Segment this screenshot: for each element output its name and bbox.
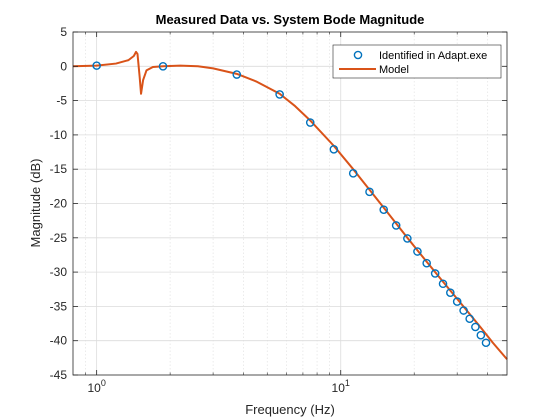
measured-point xyxy=(476,330,486,340)
y-tick-label: -40 xyxy=(50,334,68,348)
model-series xyxy=(72,50,508,360)
measured-point xyxy=(471,322,480,332)
x-tick-label: 100 xyxy=(87,378,105,395)
legend-label-measured: Identified in Adapt.exe xyxy=(379,50,487,62)
x-tick-base: 10 xyxy=(332,381,346,395)
measured-point xyxy=(465,314,474,324)
measured-point xyxy=(232,70,242,79)
legend-box xyxy=(332,44,502,79)
y-tick-label: -25 xyxy=(50,231,68,245)
measured-point xyxy=(391,221,401,230)
measured-point xyxy=(481,338,491,348)
x-tick-exponent: 0 xyxy=(101,378,106,388)
x-tick-exponent: 1 xyxy=(345,378,350,388)
y-tick-label: -20 xyxy=(50,197,68,211)
y-tick-label: 0 xyxy=(60,59,67,73)
measured-point xyxy=(275,90,284,99)
measured-point xyxy=(348,169,358,178)
legend: Identified in Adapt.exe Model xyxy=(332,44,502,79)
x-tick-label: 101 xyxy=(332,378,350,395)
measured-point xyxy=(459,306,468,315)
y-tick-labels: 5 0 -5 -10 -15 -20 -25 -30 -35 -40 -45 xyxy=(50,25,68,382)
measured-series xyxy=(92,61,491,348)
x-axis-label: Frequency (Hz) xyxy=(245,402,335,417)
axis-ticks xyxy=(73,31,507,376)
legend-marker-measured xyxy=(353,50,363,60)
measured-point xyxy=(403,234,412,243)
measured-point xyxy=(379,205,389,214)
measured-point xyxy=(92,61,101,70)
y-tick-label: -30 xyxy=(50,265,68,279)
measured-point xyxy=(438,279,448,289)
measured-point xyxy=(452,297,462,306)
model-line xyxy=(72,50,508,360)
y-tick-label: -10 xyxy=(50,128,68,142)
x-tick-base: 10 xyxy=(87,381,101,395)
measured-point xyxy=(422,258,431,268)
measured-point xyxy=(329,145,339,154)
chart-title: Measured Data vs. System Bode Magnitude xyxy=(156,12,425,27)
y-tick-label: -45 xyxy=(50,368,68,382)
measured-point xyxy=(158,62,168,71)
measured-point xyxy=(413,247,422,256)
y-tick-label: -15 xyxy=(50,162,68,176)
y-tick-label: 5 xyxy=(60,25,67,39)
measured-point xyxy=(430,269,440,278)
x-tick-labels: 100 101 xyxy=(87,378,349,395)
y-axis-label: Magnitude (dB) xyxy=(28,159,43,248)
y-tick-label: -5 xyxy=(56,94,67,108)
measured-point xyxy=(446,288,455,297)
y-tick-label: -35 xyxy=(50,299,68,313)
measured-point xyxy=(365,187,374,197)
measured-point xyxy=(305,118,315,127)
legend-label-model: Model xyxy=(379,64,409,76)
